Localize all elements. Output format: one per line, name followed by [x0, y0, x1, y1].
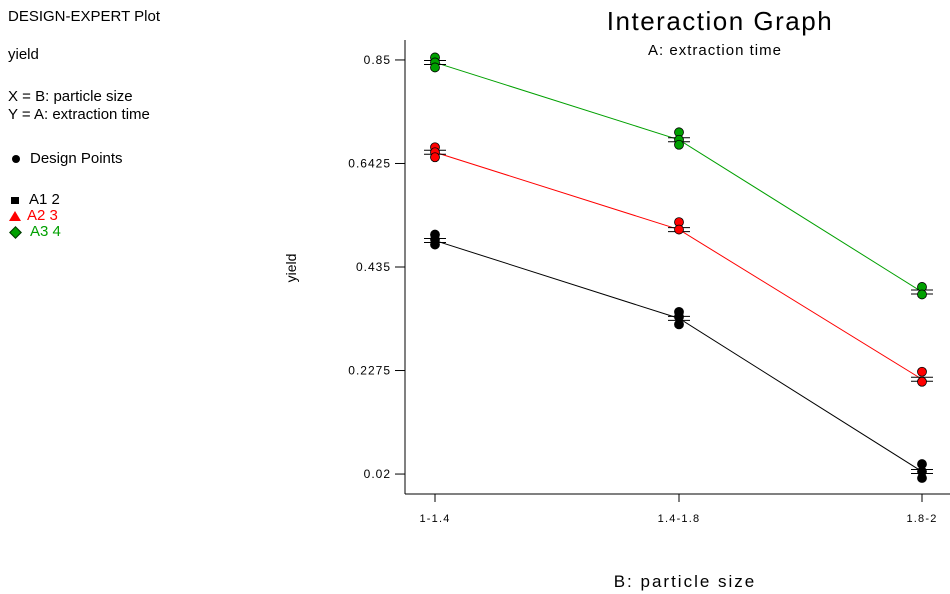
- response-label: yield: [8, 46, 39, 63]
- series-line: [434, 240, 923, 472]
- y-tick-label: 0.435: [356, 260, 391, 274]
- chart-title: Interaction Graph: [607, 6, 833, 36]
- design-point: [430, 62, 440, 73]
- y-tick-label: 0.02: [364, 467, 391, 481]
- y-tick-label: 0.2275: [348, 364, 391, 378]
- y-tick-label: 0.6425: [348, 156, 391, 170]
- design-point: [917, 473, 927, 483]
- y-axis-label: yield: [283, 254, 299, 283]
- design-point: [430, 152, 440, 163]
- design-point-icon: [12, 155, 20, 164]
- x-definition: X = B: particle size: [8, 88, 133, 105]
- design-point: [917, 289, 927, 300]
- design-point: [674, 319, 684, 330]
- design-points-legend: Design Points: [8, 150, 123, 167]
- design-point: [917, 376, 927, 387]
- legend-item-a3: A3 4: [8, 224, 61, 239]
- x-axis-label: B: particle size: [614, 572, 757, 591]
- triangle-icon: [9, 211, 21, 222]
- design-point: [674, 139, 684, 150]
- y-tick-label: 0.85: [364, 53, 391, 67]
- x-tick-label: 1.4-1.8: [658, 513, 701, 525]
- x-tick-label: 1-1.4: [419, 513, 450, 525]
- design-points-label: Design Points: [30, 150, 123, 167]
- design-point: [674, 224, 684, 235]
- legend-item-a2: A2 3: [8, 208, 58, 223]
- design-point: [917, 366, 927, 377]
- series-line: [434, 151, 923, 380]
- square-icon: [11, 196, 19, 204]
- chart-subtitle: A: extraction time: [648, 42, 782, 59]
- design-point: [430, 239, 440, 250]
- legend-label-a2: A2 3: [27, 207, 58, 224]
- y-definition: Y = A: extraction time: [8, 106, 150, 123]
- series-line: [434, 61, 923, 293]
- legend-item-a1: A1 2: [8, 192, 60, 207]
- plot-title: DESIGN-EXPERT Plot: [8, 8, 160, 25]
- legend-label-a3: A3 4: [30, 223, 61, 240]
- x-tick-label: 1.8-2: [906, 513, 937, 525]
- legend-label-a1: A1 2: [29, 191, 60, 208]
